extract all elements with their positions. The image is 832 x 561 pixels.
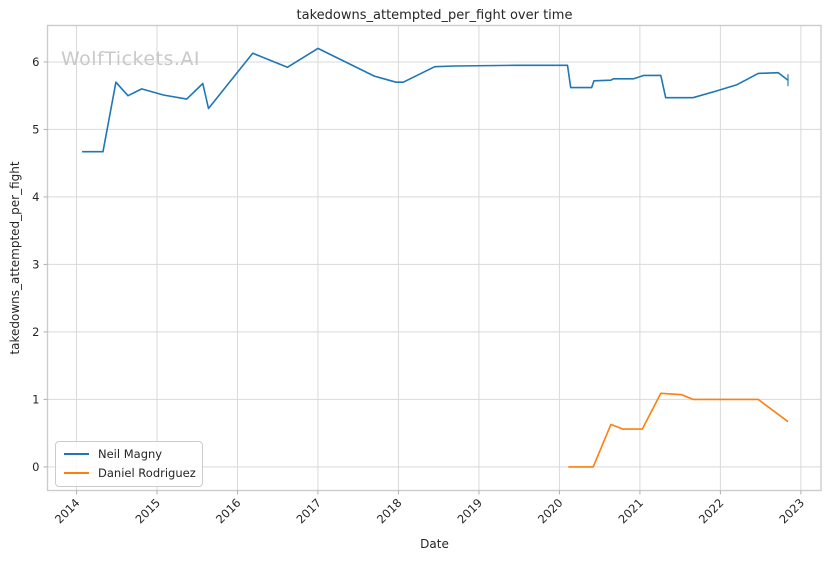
legend: Neil Magny Daniel Rodriguez xyxy=(55,441,203,487)
x-axis-label: Date xyxy=(420,537,449,551)
y-axis-label: takedowns_attempted_per_fight xyxy=(8,161,22,355)
legend-label: Daniel Rodriguez xyxy=(98,466,196,480)
x-tick-label: 2018 xyxy=(374,496,405,527)
x-tick-label: 2022 xyxy=(696,496,727,527)
chart-title: takedowns_attempted_per_fight over time xyxy=(296,8,573,23)
y-tick-label: 0 xyxy=(32,460,39,474)
x-tick-label: 2021 xyxy=(615,496,646,527)
x-tick-label: 2016 xyxy=(213,496,244,527)
legend-line-swatch xyxy=(64,452,89,456)
y-tick-label: 5 xyxy=(32,122,39,136)
watermark: WolfTickets.AI xyxy=(61,48,201,70)
legend-item-neil-magny: Neil Magny xyxy=(64,447,192,461)
x-tick-label: 2020 xyxy=(535,496,566,527)
x-tick-label: 2019 xyxy=(454,496,485,527)
x-tick-label: 2014 xyxy=(52,496,83,527)
y-tick-label: 4 xyxy=(32,190,39,204)
y-tick-label: 1 xyxy=(32,392,39,406)
legend-label: Neil Magny xyxy=(98,447,163,461)
series-line-daniel-rodriguez xyxy=(568,392,789,468)
y-tick-label: 2 xyxy=(32,325,39,339)
legend-line-swatch xyxy=(64,471,89,475)
x-tick-label: 2017 xyxy=(293,496,324,527)
series-line-neil-magny xyxy=(82,47,789,153)
y-tick-label: 3 xyxy=(32,257,39,271)
x-tick-label: 2023 xyxy=(776,496,807,527)
plot-border xyxy=(46,24,822,492)
legend-item-daniel-rodriguez: Daniel Rodriguez xyxy=(64,466,196,480)
x-tick-label: 2015 xyxy=(132,496,163,527)
y-tick-label: 6 xyxy=(32,55,39,69)
